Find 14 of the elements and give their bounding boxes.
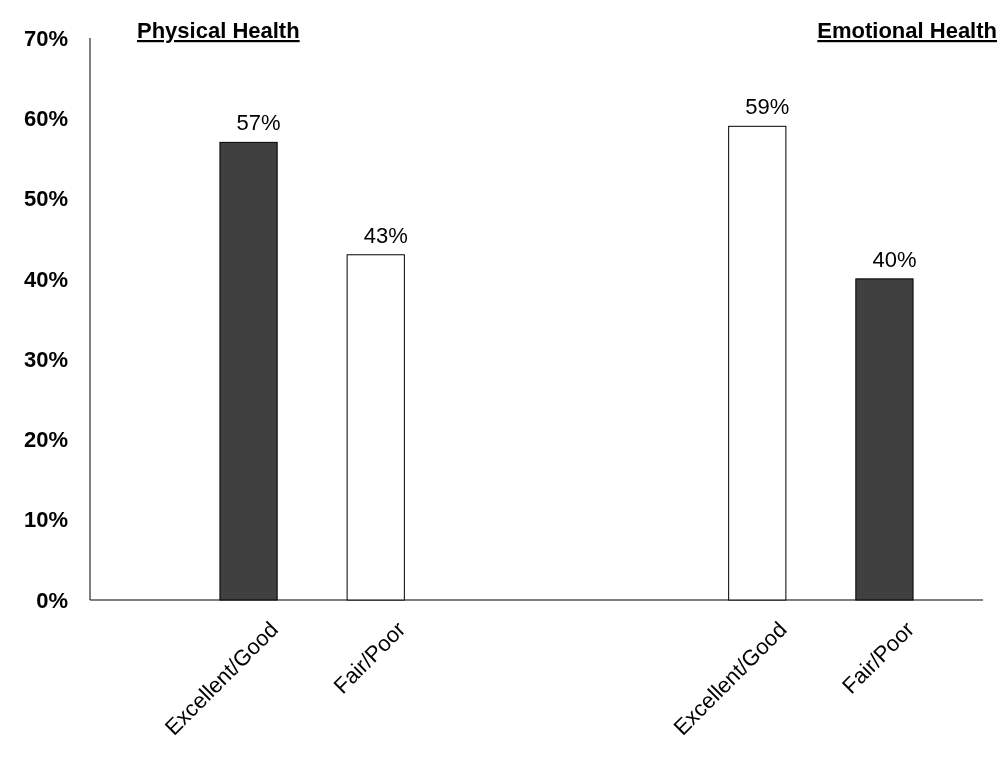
y-tick-label: 40% bbox=[23, 266, 68, 292]
data-label: 59% bbox=[745, 94, 790, 120]
data-label: 40% bbox=[872, 246, 917, 272]
data-label: 43% bbox=[363, 222, 408, 248]
annotation: Emotional Health bbox=[817, 18, 997, 43]
data-label: 57% bbox=[236, 110, 281, 136]
y-tick-label: 70% bbox=[23, 25, 68, 51]
y-tick-label: 0% bbox=[36, 587, 68, 613]
y-tick-label: 30% bbox=[23, 346, 68, 372]
y-tick-label: 50% bbox=[23, 186, 68, 212]
y-tick-label: 20% bbox=[23, 427, 68, 453]
y-tick-label: 60% bbox=[23, 105, 68, 131]
y-tick-label: 10% bbox=[23, 507, 68, 533]
annotation: Physical Health bbox=[137, 18, 300, 43]
